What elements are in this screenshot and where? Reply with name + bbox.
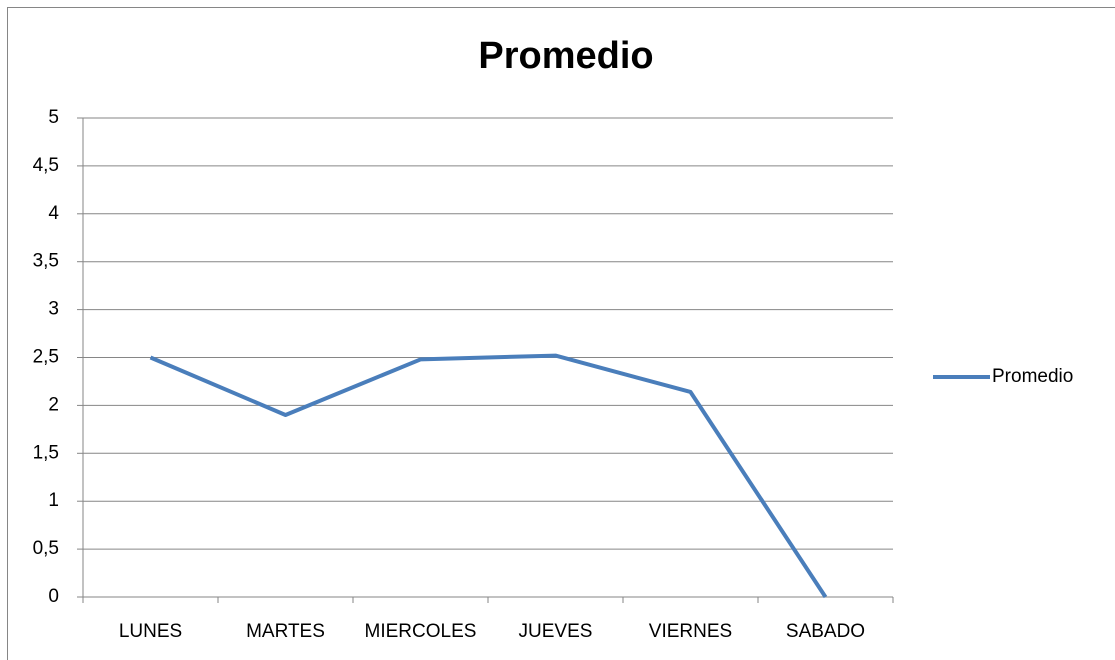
series-line [149,353,828,599]
x-tick-label: LUNES [119,621,182,642]
y-tick-label: 0 [48,586,59,607]
chart-title: Promedio [478,35,653,77]
y-tick-label: 5 [48,107,59,128]
x-tick-label: SABADO [786,621,865,642]
x-tick-label: MIERCOLES [365,621,477,642]
x-tick-label: JUEVES [519,621,593,642]
y-tick-label: 1,5 [33,442,59,463]
y-tick-label: 4,5 [33,155,59,176]
y-tick-label: 0,5 [33,538,59,559]
y-tick-label: 3,5 [33,251,59,272]
y-tick-label: 2,5 [33,347,59,368]
y-tick-label: 4 [48,203,59,224]
chart-frame [7,7,1115,660]
y-tick-label: 3 [48,299,59,320]
y-tick-label: 2 [48,394,59,415]
x-tick-label: MARTES [246,621,325,642]
y-tick-label: 1 [48,490,59,511]
legend-label: Promedio [992,366,1073,387]
x-tick-label: VIERNES [649,621,732,642]
